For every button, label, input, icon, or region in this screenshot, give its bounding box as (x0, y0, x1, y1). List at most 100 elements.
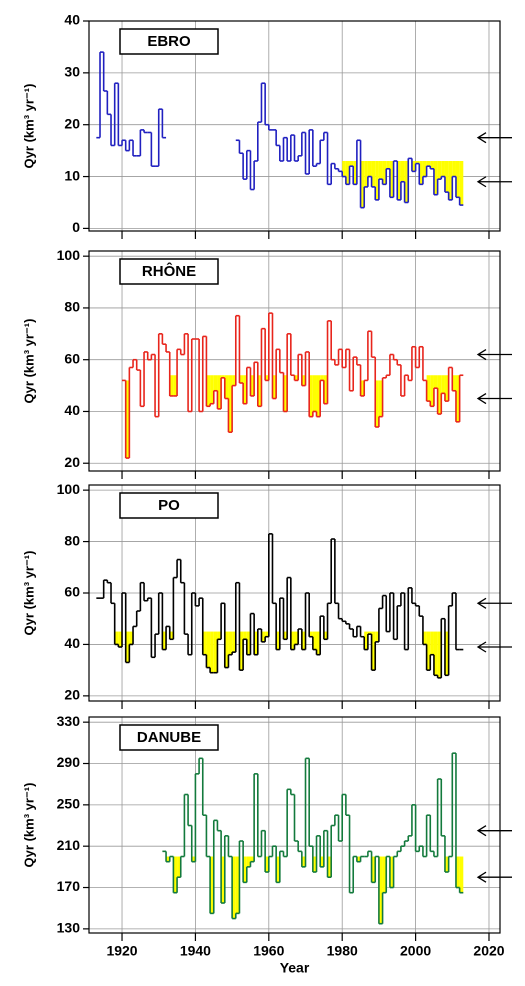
deficit-fill (375, 380, 379, 427)
deficit-fill (323, 631, 328, 640)
deficit-fill (232, 375, 236, 386)
deficit-fill (169, 375, 174, 396)
step-connector (102, 533, 457, 678)
y-axis-label: Qyr (km³ yr⁻¹) (21, 783, 36, 868)
deficit-fill (430, 631, 434, 655)
y-axis-label-group: Qyr (km³ yr⁻¹) (21, 84, 36, 169)
deficit-fill (371, 161, 376, 187)
x-axis-label: Year (280, 960, 310, 976)
deficit-fill (221, 375, 225, 378)
deficit-fill (206, 631, 211, 668)
deficit-fill (221, 856, 225, 904)
deficit-fill (276, 856, 280, 883)
x-tick-label: 2020 (473, 943, 504, 959)
deficit-fill (459, 856, 464, 893)
deficit-fill (228, 631, 233, 655)
y-tick-label: 130 (57, 920, 81, 936)
deficit-fill (224, 375, 229, 399)
deficit-fill (166, 856, 170, 862)
deficit-fill (367, 631, 372, 635)
label-box (119, 258, 219, 285)
y-tick-label: 40 (64, 12, 80, 28)
deficit-fill (455, 375, 460, 422)
y-tick-label: 80 (64, 532, 80, 548)
y-tick-label: 100 (57, 481, 81, 497)
level-arrow (476, 871, 512, 883)
deficit-fill (173, 856, 178, 893)
deficit-fill (309, 631, 313, 637)
deficit-fill (459, 161, 464, 206)
deficit-fill (173, 375, 178, 396)
river-label: PO (158, 497, 180, 514)
deficit-fill (371, 631, 376, 671)
deficit-fill (400, 161, 405, 182)
y-tick-label: 30 (64, 64, 80, 80)
y-tick-label: 40 (64, 402, 80, 418)
deficit-fill (389, 856, 394, 888)
deficit-fill (213, 375, 218, 391)
deficit-fill (217, 631, 222, 640)
deficit-fill (224, 631, 229, 668)
y-tick-label: 170 (57, 878, 81, 894)
y-axis-label: Qyr (km³ yr⁻¹) (21, 551, 36, 636)
y-tick-label: 330 (57, 713, 81, 729)
deficit-fill (320, 856, 324, 867)
deficit-fill (378, 161, 383, 180)
deficit-fill (444, 161, 449, 193)
deficit-fill (239, 375, 244, 383)
deficit-fill (345, 161, 350, 185)
deficit-fill (276, 631, 280, 650)
deficit-fill (371, 856, 376, 883)
y-tick-label: 60 (64, 584, 80, 600)
deficit-fill (411, 161, 416, 172)
deficit-fill (426, 375, 431, 402)
deficit-fill (430, 161, 434, 169)
y-tick-label: 20 (64, 115, 80, 131)
deficit-fill (397, 161, 401, 200)
plot-frame (88, 250, 501, 472)
deficit-fill (261, 631, 266, 642)
deficit-fill (386, 161, 390, 169)
deficit-fill (404, 161, 409, 203)
label-box (119, 724, 219, 751)
y-axis-label-group: Qyr (km³ yr⁻¹) (21, 783, 36, 868)
deficit-fill (118, 631, 123, 647)
x-tick-label: 1920 (106, 943, 137, 959)
deficit-fill (243, 631, 247, 640)
plot-frame (88, 20, 501, 232)
deficit-fill (444, 856, 449, 873)
deficit-fill (265, 856, 269, 873)
deficit-fill (301, 856, 306, 867)
deficit-fill (422, 161, 427, 177)
deficit-fill (360, 380, 365, 396)
y-tick-label: 0 (72, 219, 80, 235)
deficit-fill (389, 161, 394, 198)
y-tick-label: 290 (57, 754, 81, 770)
river-label: EBRO (147, 33, 191, 50)
level-arrow (476, 597, 512, 609)
deficit-fill (349, 161, 354, 167)
y-tick-label: 20 (64, 454, 80, 470)
deficit-fill (316, 375, 321, 417)
deficit-fill (283, 631, 288, 640)
deficit-fill (327, 856, 332, 878)
deficit-fill (382, 856, 387, 893)
deficit-fill (129, 631, 134, 645)
deficit-fill (426, 631, 431, 671)
level-arrow (476, 641, 512, 653)
deficit-fill (430, 375, 434, 407)
plot-frame (88, 716, 501, 934)
deficit-fill (206, 375, 211, 407)
y-tick-label: 10 (64, 167, 80, 183)
x-tick-label: 1940 (180, 943, 211, 959)
deficit-fill (415, 161, 420, 164)
deficit-fill (169, 631, 174, 640)
deficit-fill (433, 375, 438, 389)
y-tick-label: 60 (64, 350, 80, 366)
deficit-fill (290, 631, 295, 650)
deficit-fill (441, 161, 445, 177)
deficit-fill (353, 161, 357, 185)
deficit-fill (309, 375, 313, 417)
y-axis-label-group: Qyr (km³ yr⁻¹) (21, 551, 36, 636)
